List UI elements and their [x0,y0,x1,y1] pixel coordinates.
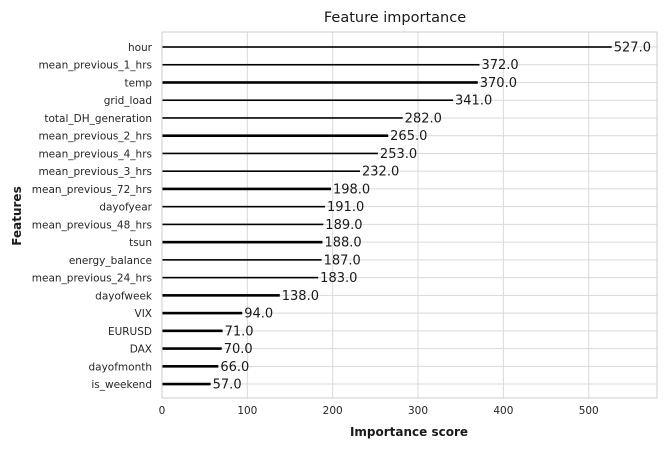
value-label: 66.0 [220,360,249,375]
y-tick-label: grid_load [104,95,152,107]
bar [162,382,211,386]
x-tick-labels: 0 100 200 300 400 500 [159,405,599,417]
bar [162,81,478,84]
y-tick-label: mean_previous_2_hrs [38,131,152,143]
bar [162,347,222,350]
bar [162,134,389,137]
bar [162,117,403,119]
x-axis-title: Importance score [350,425,468,439]
value-label: 370.0 [480,76,517,91]
bar [162,259,322,261]
bar [162,152,378,155]
x-tick-label: 400 [493,405,513,417]
y-tick-label: dayofweek [95,290,153,302]
plot-frame [161,31,658,399]
y-tick-label: DAX [130,344,152,356]
value-label: 183.0 [320,271,357,286]
bar [162,223,324,226]
value-label: 282.0 [405,111,442,126]
value-label: 265.0 [390,129,427,144]
x-tick-label: 300 [408,405,428,417]
bar [162,205,326,208]
value-label: 189.0 [325,218,362,233]
y-tick-label: energy_balance [69,255,152,267]
value-label: 71.0 [225,324,254,339]
bars [162,46,612,386]
bar [162,240,323,244]
bar [162,99,454,102]
y-tick-label: mean_previous_4_hrs [38,148,152,160]
value-label: 372.0 [481,58,518,73]
chart-title: Feature importance [324,10,466,26]
y-tick-label: hour [128,42,153,54]
value-label: 232.0 [362,165,399,180]
y-tick-label: total_DH_generation [44,113,152,125]
value-label: 187.0 [324,253,361,268]
y-tick-label: temp [125,77,153,89]
x-tick-label: 100 [237,405,257,417]
value-label: 198.0 [333,182,370,197]
bar [162,276,319,279]
bar [162,63,480,66]
value-label: 341.0 [455,94,492,109]
y-tick-label: mean_previous_72_hrs [32,184,152,196]
bar [162,365,219,368]
y-tick-label: mean_previous_48_hrs [32,219,152,231]
x-tick-label: 500 [579,405,599,417]
bar [162,170,360,172]
value-label: 94.0 [244,307,273,322]
bar [162,46,612,48]
value-label: 188.0 [324,236,361,251]
y-tick-label: dayofmonth [88,361,152,373]
value-labels: 527.0 372.0 370.0 341.0 282.0 265.0 253.0 232.0… [213,41,651,393]
y-tick-label: is_weekend [91,379,152,391]
y-tick-label: dayofyear [99,202,152,214]
y-tick-label: VIX [135,308,152,320]
y-tick-label: mean_previous_24_hrs [32,273,152,285]
value-label: 57.0 [213,378,242,393]
value-label: 191.0 [327,200,364,215]
y-tick-label: tsun [129,237,152,249]
bar [162,329,223,333]
x-tick-label: 200 [323,405,343,417]
value-label: 138.0 [282,289,319,304]
y-tick-label: mean_previous_3_hrs [38,166,152,178]
bar [162,187,331,191]
bar [162,294,280,297]
value-label: 253.0 [380,147,417,162]
value-label: 527.0 [614,41,651,56]
x-tick-label: 0 [159,405,166,417]
y-tick-label: EURUSD [108,326,152,338]
value-label: 70.0 [224,342,253,357]
bar [162,311,243,315]
y-tick-label: mean_previous_1_hrs [38,60,152,72]
y-axis-title: Features [10,186,24,245]
